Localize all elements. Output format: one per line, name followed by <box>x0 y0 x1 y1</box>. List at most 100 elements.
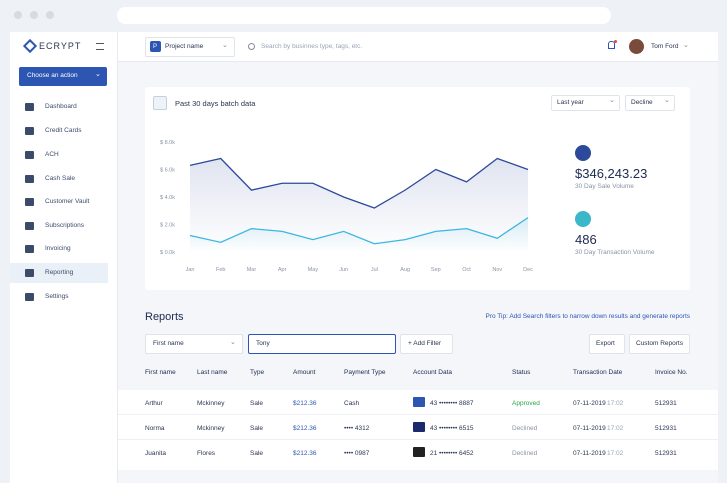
cell: 07-11-2019 <box>573 450 606 457</box>
card-title: Past 30 days batch data <box>175 99 256 108</box>
series-line <box>189 217 529 245</box>
menu-item[interactable]: Invoicing <box>45 245 71 252</box>
filter-select-label: Last year <box>557 99 584 106</box>
stat-value: $346,243.23 <box>575 166 648 181</box>
filter-field-label: First name <box>153 340 184 347</box>
project-name: Project name <box>165 43 204 50</box>
menu-item[interactable]: Dashboard <box>45 103 77 110</box>
menu-icon <box>25 198 34 206</box>
menu-item[interactable]: ACH <box>45 151 59 158</box>
y-tick-label: $ 2.0k <box>160 223 175 229</box>
cell: 43 •••••••• 6515 <box>430 425 474 432</box>
chevron: ⌄ <box>664 97 670 104</box>
menu-item[interactable]: Customer Vault <box>45 198 90 205</box>
filter-select[interactable] <box>625 95 675 111</box>
cell: Sale <box>250 450 264 457</box>
cell: Arthur <box>145 400 163 407</box>
x-tick-label: Oct <box>462 267 471 273</box>
camera-icon <box>153 96 167 110</box>
series-line <box>189 157 529 209</box>
x-tick-label: Feb <box>216 267 225 273</box>
cell: Flores <box>197 450 216 457</box>
cell: Approved <box>512 400 540 407</box>
column-header: Amount <box>293 369 316 376</box>
project-select[interactable] <box>145 37 235 57</box>
cell: Declined <box>512 425 538 432</box>
row-divider <box>118 439 718 440</box>
filter-input[interactable] <box>248 334 396 354</box>
menu-item[interactable]: Subscriptions <box>45 222 85 229</box>
cell: 17:02 <box>607 400 624 407</box>
menu-toggle[interactable] <box>96 43 104 50</box>
action-button-label: Choose an action <box>27 72 78 79</box>
menu-icon <box>25 245 34 253</box>
x-tick-label: Nov <box>492 267 502 273</box>
x-tick-label: Jul <box>371 267 378 273</box>
cell: 512931 <box>655 425 677 432</box>
filter-select[interactable] <box>551 95 620 111</box>
reports-title: Reports <box>145 311 184 323</box>
x-tick-label: Apr <box>278 267 287 273</box>
column-header: Transaction Date <box>573 369 623 376</box>
search-placeholder: Search by businnes type, tags, etc. <box>261 43 363 50</box>
chevron: ⌄ <box>222 42 228 49</box>
stat-icon <box>575 211 591 227</box>
x-tick-label: Jun <box>339 267 348 273</box>
report-button[interactable] <box>629 334 690 354</box>
chevron: ⌄ <box>95 71 101 78</box>
filter-field[interactable] <box>145 334 243 354</box>
bell-icon[interactable] <box>608 41 615 49</box>
filter-select-label: Decline <box>631 99 653 106</box>
action-button[interactable] <box>19 67 107 86</box>
card-icon <box>413 447 425 457</box>
menu-icon <box>25 269 34 277</box>
cell: 07-11-2019 <box>573 400 606 407</box>
cell: Sale <box>250 400 264 407</box>
cell: •••• 4312 <box>344 425 370 432</box>
cell: 512931 <box>655 450 677 457</box>
y-tick-label: $ 4.0k <box>160 195 175 201</box>
menu-icon <box>25 175 34 183</box>
search-icon <box>248 43 255 50</box>
series-area <box>190 158 528 252</box>
menu-icon <box>25 127 34 135</box>
add-filter-button[interactable] <box>400 334 453 354</box>
y-tick-label: $ 0.0k <box>160 250 175 256</box>
menu-icon <box>25 103 34 111</box>
y-tick-label: $ 6.0k <box>160 168 175 174</box>
cell: Norma <box>145 425 165 432</box>
project-badge-text: P <box>153 44 158 50</box>
add-filter-label: + Add Filter <box>408 340 442 347</box>
window-dot <box>46 11 54 19</box>
column-header: Invoice No. <box>655 369 688 376</box>
column-header: Payment Type <box>344 369 386 376</box>
avatar[interactable] <box>629 39 644 54</box>
card-icon <box>413 422 425 432</box>
menu-item[interactable]: Cash Sale <box>45 175 75 182</box>
chevron: ⌄ <box>609 97 615 104</box>
column-header: Last name <box>197 369 228 376</box>
cell: Mckinney <box>197 400 225 407</box>
chevron: ⌄ <box>683 42 689 49</box>
menu-item[interactable]: Settings <box>45 293 69 300</box>
menu-item[interactable]: Reporting <box>45 269 74 276</box>
x-tick-label: May <box>308 267 319 273</box>
series-area <box>190 217 528 252</box>
user-name: Tom Ford <box>651 43 679 50</box>
stat-icon <box>575 145 591 161</box>
cell: Juanita <box>145 450 166 457</box>
column-header: Status <box>512 369 531 376</box>
menu-item[interactable]: Credit Cards <box>45 127 82 134</box>
window-dot <box>30 11 38 19</box>
chevron: ⌄ <box>230 339 236 346</box>
report-button[interactable] <box>589 334 625 354</box>
column-header: Type <box>250 369 265 376</box>
notification-dot <box>614 40 617 43</box>
filter-input-value: Tony <box>256 340 270 347</box>
cell: •••• 0987 <box>344 450 370 457</box>
window-dot <box>14 11 22 19</box>
logo: ECRYPT <box>39 41 82 51</box>
cell: 43 •••••••• 8887 <box>430 400 474 407</box>
stat-value: 486 <box>575 232 597 247</box>
